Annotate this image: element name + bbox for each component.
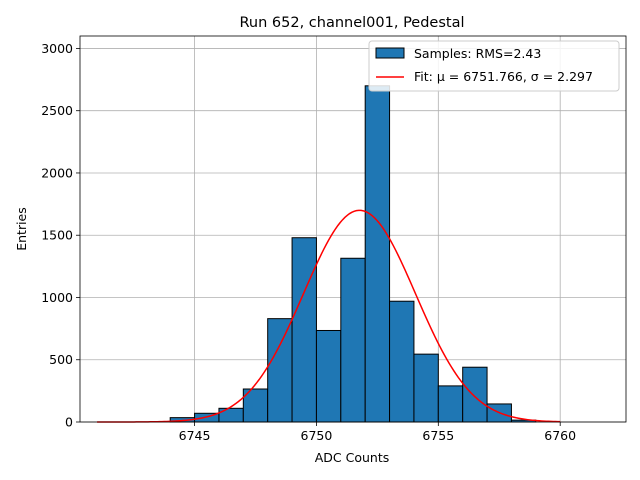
- x-axis-label: ADC Counts: [315, 450, 390, 465]
- y-tick-label: 3000: [41, 41, 73, 56]
- legend: Samples: RMS=2.43 Fit: μ = 6751.766, σ =…: [368, 40, 620, 92]
- y-tick-label: 1000: [41, 290, 73, 305]
- legend-swatch-samples: [375, 47, 405, 59]
- x-tick-label: 6745: [179, 428, 211, 443]
- y-tick-label: 0: [65, 415, 73, 430]
- histogram-bar: [437, 385, 464, 423]
- histogram-bar: [462, 366, 488, 423]
- y-tick-label: 500: [49, 352, 73, 367]
- histogram-bar: [267, 318, 293, 423]
- histogram-bar: [340, 257, 366, 423]
- histogram-bar: [413, 353, 439, 423]
- x-tick-label: 6760: [544, 428, 576, 443]
- legend-box: [368, 40, 620, 92]
- legend-label-fit: Fit: μ = 6751.766, σ = 2.297: [414, 69, 593, 84]
- y-tick-label: 2000: [41, 165, 73, 180]
- chart-title: Run 652, channel001, Pedestal: [239, 15, 464, 31]
- y-axis-ticks: 0 500 1000 1500 2000 2500 3000: [41, 41, 80, 430]
- y-tick-label: 2500: [41, 103, 73, 118]
- x-axis-ticks: 6745 6750 6755 6760: [179, 422, 576, 443]
- histogram-bar: [291, 237, 317, 423]
- plot-frame: [79, 35, 627, 423]
- histogram-bar: [218, 407, 244, 423]
- histogram-bar: [389, 300, 415, 423]
- histogram-bars: [169, 85, 537, 423]
- legend-label-samples: Samples: RMS=2.43: [414, 46, 541, 61]
- fit-curve: [97, 209, 561, 423]
- y-axis-label: Entries: [14, 207, 29, 251]
- histogram-bar: [364, 85, 391, 423]
- histogram-bar: [315, 329, 342, 423]
- x-tick-label: 6750: [301, 428, 333, 443]
- x-tick-label: 6755: [422, 428, 454, 443]
- y-tick-label: 1500: [41, 228, 73, 243]
